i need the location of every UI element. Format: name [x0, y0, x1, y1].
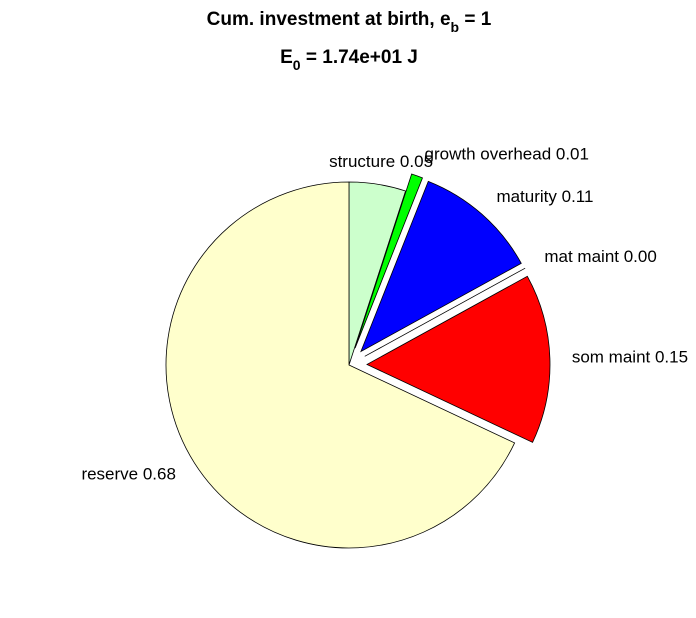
pie-slice [366, 275, 551, 443]
pie-slice [354, 173, 423, 349]
slice-label: growth overhead 0.01 [425, 145, 589, 164]
subtitle-text: E [280, 47, 293, 68]
chart-title: Cum. investment at birth, eb = 1 [207, 9, 492, 35]
slice-label: mat maint 0.00 [544, 247, 656, 266]
pie-slice [165, 181, 516, 549]
slice-label: maturity 0.11 [496, 187, 593, 206]
slice-label: structure 0.05 [329, 152, 433, 171]
title-text: Cum. investment at birth, e [207, 9, 451, 30]
subtitle-text: = 1.74e+01 J [301, 47, 418, 68]
slice-label: som maint 0.15 [572, 347, 688, 366]
title-text: = 1 [459, 9, 492, 30]
slice-label: reserve 0.68 [81, 464, 176, 483]
chart-subtitle: E0 = 1.74e+01 J [280, 47, 418, 73]
pie-slice [360, 180, 522, 353]
subtitle-subscript: 0 [293, 57, 301, 73]
title-subscript: b [451, 19, 460, 35]
